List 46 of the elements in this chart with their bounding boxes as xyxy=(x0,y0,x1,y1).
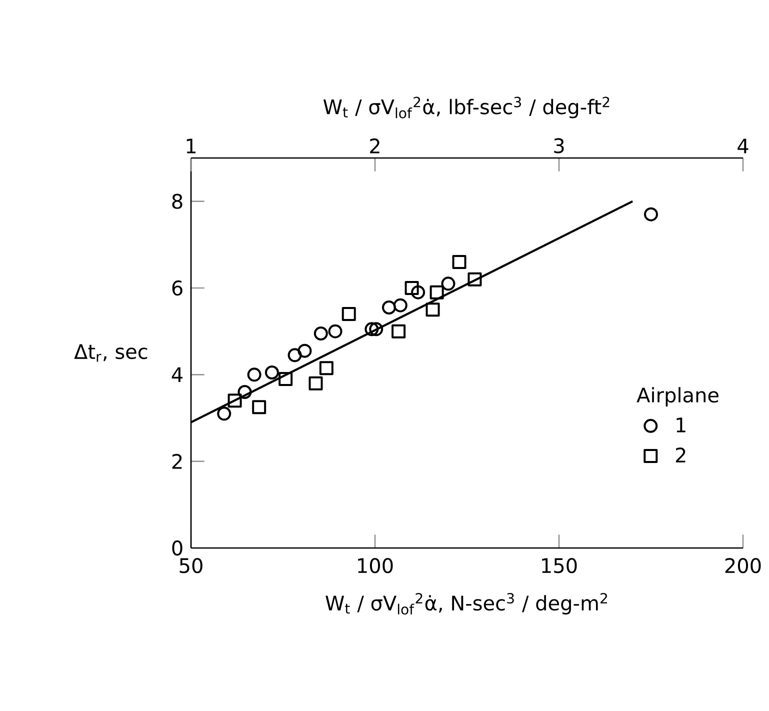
point xyxy=(452,254,466,269)
legend-title: Airplane xyxy=(636,387,718,406)
x2-tick-label: 3 xyxy=(554,138,564,154)
point xyxy=(247,368,262,382)
point xyxy=(228,394,242,408)
text: W$_{t}$ / σV$_{lof}$$^{2}$α̇, N-sec$^{3}$ / deg-m$^{2}$ xyxy=(326,592,608,615)
y-tick-label: 2 xyxy=(172,454,182,469)
y-axis-title: Δt$_{r}$, sec xyxy=(74,344,148,362)
point xyxy=(328,324,342,338)
point xyxy=(430,285,444,300)
x-tick-label: 100 xyxy=(358,558,393,574)
x2-tick-label: 1 xyxy=(186,138,196,154)
point xyxy=(288,348,302,362)
point xyxy=(392,324,406,338)
point xyxy=(382,300,396,314)
y-tick-label: 6 xyxy=(172,280,182,296)
legend-label: 2 xyxy=(676,448,686,462)
point xyxy=(252,400,266,414)
point xyxy=(314,326,328,340)
point xyxy=(319,361,334,376)
point xyxy=(369,322,384,336)
x2-tick-label: 4 xyxy=(738,138,748,154)
y-tick-label: 8 xyxy=(172,194,182,209)
x2-tick-label: 2 xyxy=(370,138,380,154)
point xyxy=(217,406,232,421)
legend-label: 1 xyxy=(676,418,686,432)
point xyxy=(411,285,426,300)
point xyxy=(342,306,356,321)
point xyxy=(426,302,440,317)
x-tick-label: 200 xyxy=(725,558,761,574)
text: W$_{t}$ / σV$_{lof}$$^{2}$α̇, lbf-sec$^{3}$ / deg-ft$^{2}$ xyxy=(323,96,610,118)
point xyxy=(278,372,293,386)
point xyxy=(238,384,252,399)
point xyxy=(298,344,312,358)
point xyxy=(441,276,456,291)
y-tick-label: 0 xyxy=(172,540,182,556)
point xyxy=(308,376,323,390)
point xyxy=(264,365,279,380)
point xyxy=(468,272,482,286)
point xyxy=(404,280,419,295)
point xyxy=(644,207,658,222)
point xyxy=(364,322,379,336)
x-tick-label: 150 xyxy=(542,558,577,574)
y-tick-label: 4 xyxy=(172,367,183,382)
x-tick-label: 50 xyxy=(180,558,202,574)
point xyxy=(393,298,408,312)
